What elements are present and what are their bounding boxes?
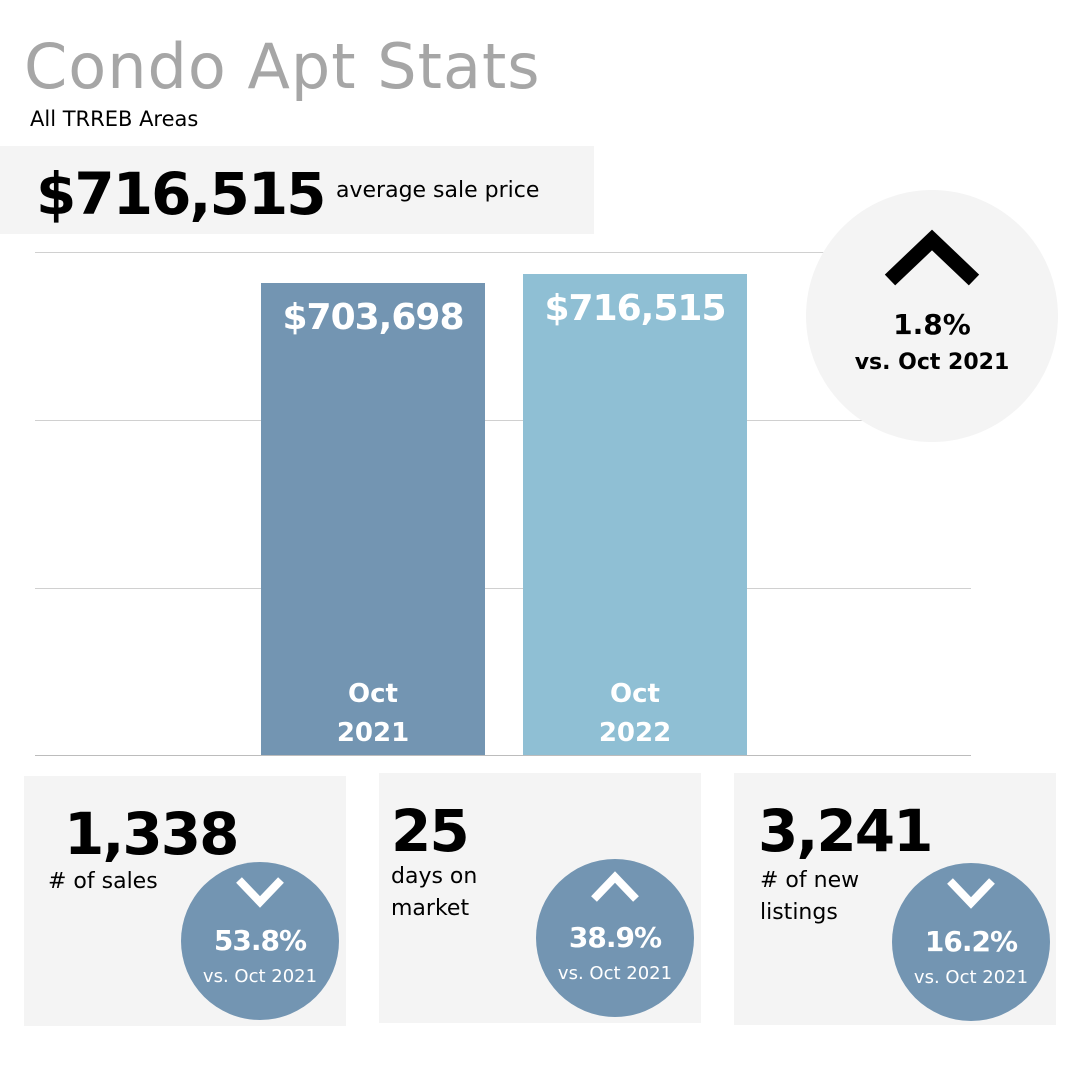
stat-change-percent: 38.9% [568, 921, 662, 954]
stat-change-percent: 53.8% [213, 924, 307, 957]
category-line: 2022 [598, 717, 672, 748]
change-comparison: vs. Oct 2021 [854, 350, 1010, 375]
stat-label-line: market [391, 896, 470, 921]
gridline [35, 252, 971, 253]
category-line: Oct [348, 678, 398, 709]
average-price-value: $716,515 [36, 160, 327, 228]
headline-band [0, 146, 594, 234]
change-percent: 1.8% [893, 308, 971, 341]
category-line: Oct [610, 678, 660, 709]
stat-label-line: # of sales [48, 869, 158, 894]
chevron-up-icon [884, 229, 980, 286]
page-title: Condo Apt Stats [24, 30, 541, 103]
page-subtitle: All TRREB Areas [30, 107, 199, 131]
chevron-down-icon [236, 877, 284, 908]
chevron-up-icon [591, 871, 639, 902]
chevron-down-icon [947, 878, 995, 909]
gridline [35, 588, 971, 589]
stat-label: # of sales [48, 866, 158, 898]
stat-value: 1,338 [64, 800, 239, 868]
stat-value: 25 [391, 797, 470, 865]
baseline [35, 755, 971, 756]
bar-oct-2021: $703,698 Oct 2021 [261, 283, 485, 755]
bar-category-label: Oct 2021 [261, 675, 485, 753]
stat-change-badge: 53.8% vs. Oct 2021 [181, 862, 339, 1020]
stat-label: # of new listings [760, 865, 859, 929]
category-line: 2021 [336, 717, 410, 748]
stat-change-badge: 38.9% vs. Oct 2021 [536, 859, 694, 1017]
stat-card-sales: 1,338 # of sales 53.8% vs. Oct 2021 [24, 776, 346, 1026]
bar-oct-2022: $716,515 Oct 2022 [523, 274, 747, 755]
bar-value-label: $703,698 [282, 297, 464, 339]
change-badge [806, 190, 1058, 442]
stat-value: 3,241 [758, 797, 933, 865]
gridline [35, 420, 971, 421]
stat-label: days on market [391, 861, 477, 925]
stat-change-comparison: vs. Oct 2021 [557, 963, 673, 984]
stat-change-comparison: vs. Oct 2021 [202, 966, 318, 987]
stat-card-new-listings: 3,241 # of new listings 16.2% vs. Oct 20… [734, 773, 1056, 1025]
stat-label-line: # of new [760, 868, 860, 893]
bar-value-label: $716,515 [544, 288, 726, 330]
stat-change-comparison: vs. Oct 2021 [913, 967, 1029, 988]
stat-change-percent: 16.2% [924, 925, 1018, 958]
stat-change-badge: 16.2% vs. Oct 2021 [892, 863, 1050, 1021]
bar-category-label: Oct 2022 [523, 675, 747, 753]
stat-label-line: days on [391, 864, 478, 889]
average-price-label: average sale price [336, 178, 540, 203]
stat-label-line: listings [760, 900, 838, 925]
stat-card-days-on-market: 25 days on market 38.9% vs. Oct 2021 [379, 773, 701, 1023]
